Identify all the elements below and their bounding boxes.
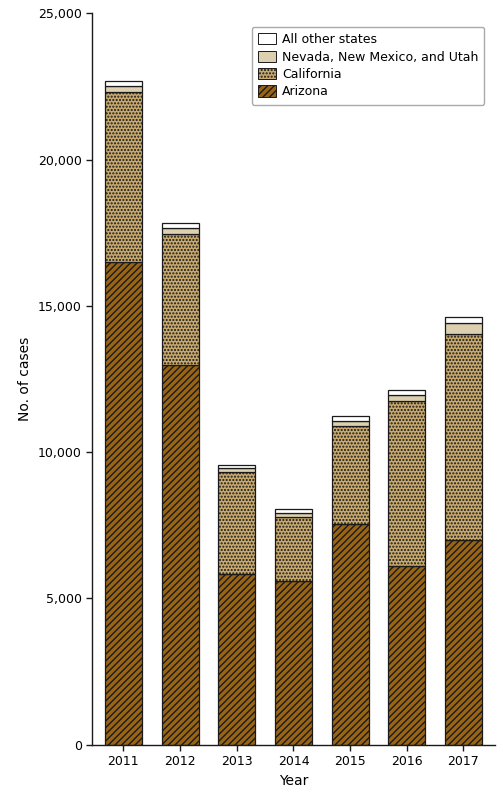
Bar: [388, 396, 425, 401]
Bar: [445, 323, 482, 334]
Bar: [218, 465, 255, 468]
X-axis label: Year: Year: [279, 774, 308, 788]
Bar: [331, 416, 369, 421]
Bar: [105, 92, 142, 263]
Bar: [105, 80, 142, 87]
Bar: [445, 334, 482, 540]
Bar: [105, 263, 142, 745]
Bar: [388, 401, 425, 566]
Bar: [161, 224, 199, 228]
Bar: [331, 421, 369, 426]
Bar: [445, 318, 482, 323]
Bar: [105, 87, 142, 92]
Bar: [331, 524, 369, 745]
Bar: [161, 365, 199, 745]
Bar: [331, 426, 369, 524]
Bar: [275, 509, 312, 513]
Bar: [275, 581, 312, 745]
Legend: All other states, Nevada, New Mexico, and Utah, California, Arizona: All other states, Nevada, New Mexico, an…: [252, 27, 484, 104]
Bar: [161, 228, 199, 233]
Y-axis label: No. of cases: No. of cases: [19, 337, 32, 421]
Bar: [218, 472, 255, 575]
Bar: [388, 566, 425, 745]
Bar: [218, 575, 255, 745]
Bar: [388, 390, 425, 396]
Bar: [275, 513, 312, 517]
Bar: [161, 233, 199, 365]
Bar: [218, 468, 255, 472]
Bar: [275, 517, 312, 581]
Bar: [445, 540, 482, 745]
